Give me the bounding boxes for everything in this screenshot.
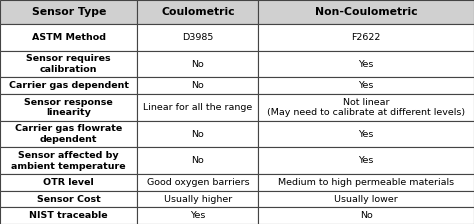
Text: Good oxygen barriers: Good oxygen barriers	[146, 178, 249, 187]
Bar	[258, 121, 474, 147]
Bar	[137, 24, 258, 51]
Bar	[0, 174, 137, 191]
Text: Sensor Type: Sensor Type	[32, 7, 106, 17]
Bar	[137, 0, 258, 24]
Bar	[0, 191, 137, 207]
Bar	[0, 207, 137, 224]
Text: Carrier gas flowrate
dependent: Carrier gas flowrate dependent	[15, 124, 122, 144]
Text: Yes: Yes	[358, 130, 374, 139]
Text: No: No	[191, 156, 204, 165]
Text: Sensor requires
calibration: Sensor requires calibration	[27, 54, 111, 74]
Text: Yes: Yes	[358, 156, 374, 165]
Bar	[0, 121, 137, 147]
Bar	[258, 51, 474, 78]
Text: D3985: D3985	[182, 33, 214, 42]
Text: No: No	[191, 60, 204, 69]
Bar	[137, 94, 258, 121]
Text: F2622: F2622	[352, 33, 381, 42]
Text: Sensor Cost: Sensor Cost	[37, 195, 100, 204]
Bar	[137, 207, 258, 224]
Bar	[137, 78, 258, 94]
Text: Sensor response
linearity: Sensor response linearity	[24, 97, 113, 117]
Text: No: No	[191, 130, 204, 139]
Bar	[258, 24, 474, 51]
Bar	[0, 78, 137, 94]
Bar	[258, 94, 474, 121]
Bar	[0, 51, 137, 78]
Text: No: No	[360, 211, 373, 220]
Bar	[137, 191, 258, 207]
Text: Non-Coulometric: Non-Coulometric	[315, 7, 418, 17]
Text: No: No	[191, 81, 204, 90]
Text: Coulometric: Coulometric	[161, 7, 235, 17]
Text: Medium to high permeable materials: Medium to high permeable materials	[278, 178, 454, 187]
Bar	[258, 0, 474, 24]
Bar	[137, 174, 258, 191]
Bar	[137, 121, 258, 147]
Text: Usually lower: Usually lower	[334, 195, 398, 204]
Text: Usually higher: Usually higher	[164, 195, 232, 204]
Text: Yes: Yes	[358, 60, 374, 69]
Text: ASTM Method: ASTM Method	[32, 33, 106, 42]
Text: Linear for all the range: Linear for all the range	[143, 103, 253, 112]
Bar	[0, 94, 137, 121]
Bar	[258, 174, 474, 191]
Bar	[258, 147, 474, 174]
Bar	[258, 191, 474, 207]
Bar	[137, 147, 258, 174]
Bar	[0, 147, 137, 174]
Text: NIST traceable: NIST traceable	[29, 211, 108, 220]
Bar	[137, 51, 258, 78]
Bar	[258, 207, 474, 224]
Text: Not linear
(May need to calibrate at different levels): Not linear (May need to calibrate at dif…	[267, 97, 465, 117]
Bar	[0, 24, 137, 51]
Text: OTR level: OTR level	[43, 178, 94, 187]
Bar	[258, 78, 474, 94]
Text: Yes: Yes	[358, 81, 374, 90]
Text: Yes: Yes	[190, 211, 206, 220]
Text: Carrier gas dependent: Carrier gas dependent	[9, 81, 129, 90]
Text: Sensor affected by
ambient temperature: Sensor affected by ambient temperature	[11, 151, 126, 171]
Bar	[0, 0, 137, 24]
